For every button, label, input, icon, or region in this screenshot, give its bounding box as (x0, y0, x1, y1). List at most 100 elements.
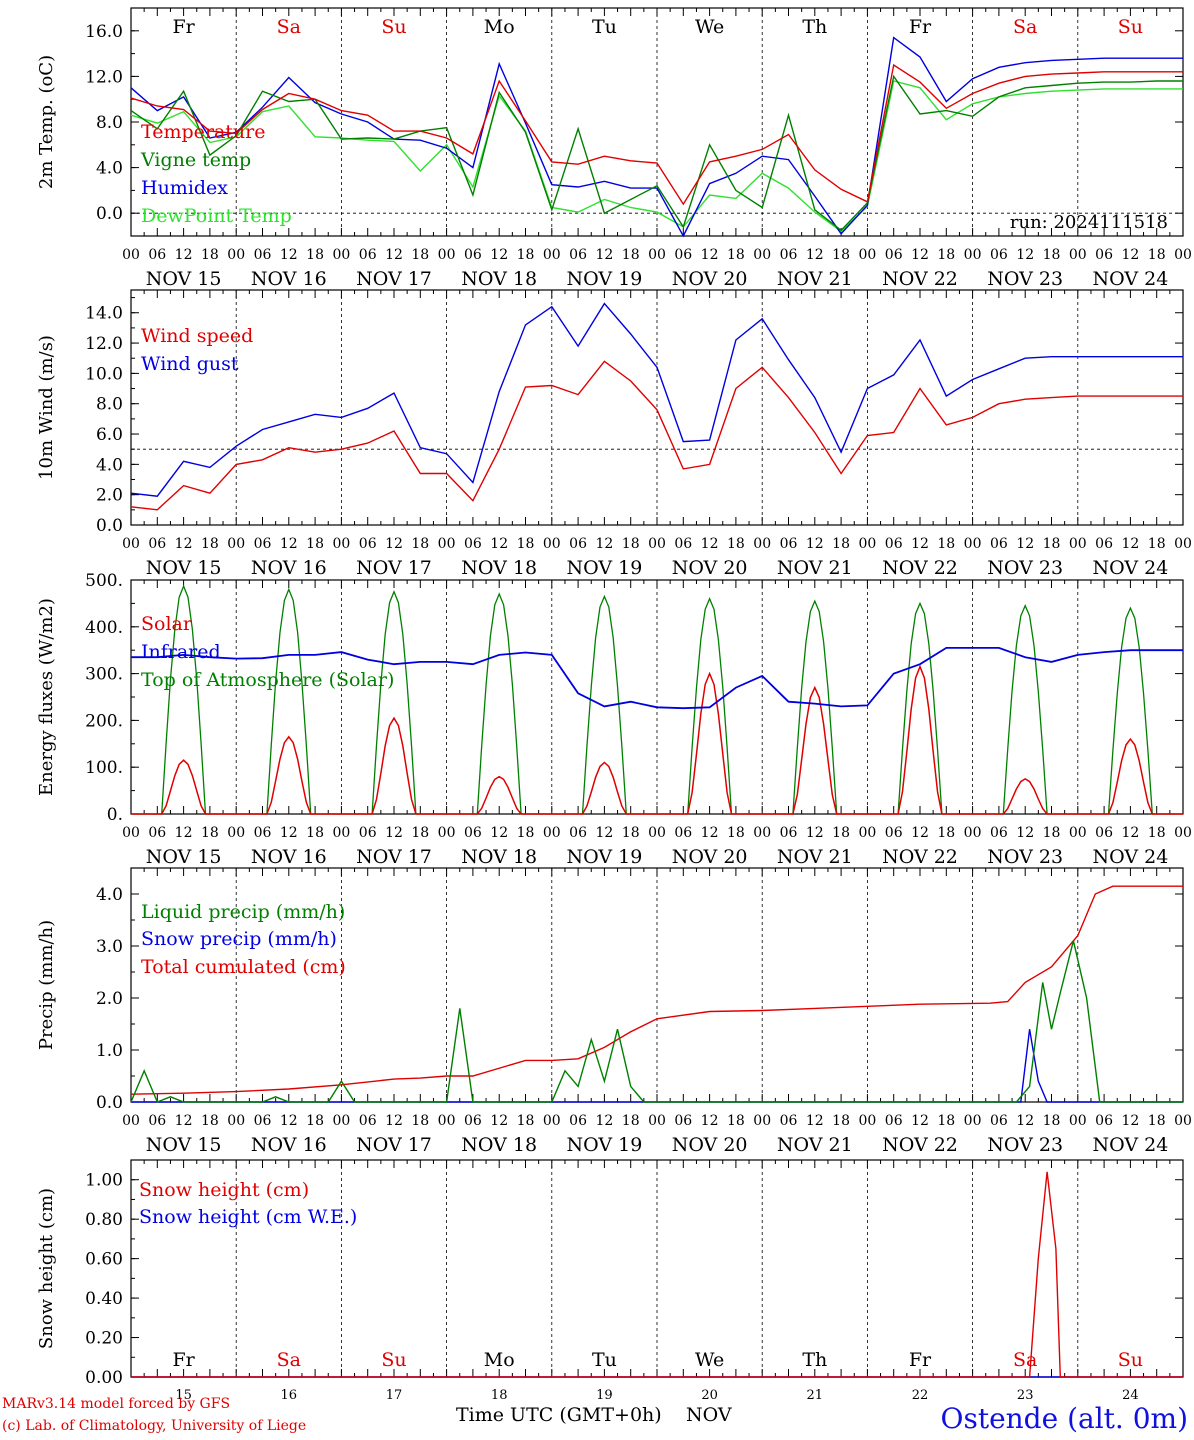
date-label: NOV 21 (777, 846, 853, 868)
date-label: NOV 16 (251, 1134, 327, 1156)
hour-label: 12 (806, 825, 824, 841)
day-letter: Su (1118, 16, 1143, 38)
hour-label: 12 (595, 247, 613, 263)
y-tick-label: 300. (85, 665, 123, 685)
model-credit: MARv3.14 model forced by GFS (2, 1396, 231, 1412)
hour-label: 00 (332, 247, 350, 263)
hour-label: 12 (911, 1113, 929, 1129)
y-tick-label: 3.0 (96, 937, 123, 957)
series-dewpoint-temp-line (130, 80, 1183, 233)
day-number: 21 (807, 1388, 824, 1403)
y-tick-label: 500. (85, 571, 123, 591)
day-letter: Th (802, 1349, 827, 1371)
hour-label: 18 (1148, 247, 1166, 263)
day-letter: Tu (592, 16, 617, 38)
date-label: NOV 23 (987, 557, 1063, 579)
day-letter: Fr (172, 1349, 195, 1371)
hour-label: 00 (648, 536, 666, 552)
hour-label: 00 (543, 825, 561, 841)
hour-label: 18 (306, 536, 324, 552)
date-label: NOV 22 (882, 1134, 958, 1156)
hour-label: 18 (832, 1113, 850, 1129)
y-tick-label: 2.0 (96, 989, 123, 1009)
hour-label: 06 (359, 247, 377, 263)
hour-label: 12 (1016, 536, 1034, 552)
date-label: NOV 20 (672, 557, 748, 579)
y-tick-label: 0.0 (96, 516, 123, 536)
hour-label: 12 (806, 536, 824, 552)
day-letter: Sa (1013, 16, 1037, 38)
hour-label: 00 (1069, 825, 1087, 841)
hour-label: 06 (885, 536, 903, 552)
hour-label: 18 (411, 536, 429, 552)
hour-label: 06 (359, 536, 377, 552)
hour-label: 06 (885, 247, 903, 263)
legend-entry: Snow precip (mm/h) (141, 928, 337, 950)
legend-entry: Temperature (141, 121, 265, 143)
hour-label: 00 (1069, 247, 1087, 263)
date-label: NOV 21 (777, 1134, 853, 1156)
date-label: NOV 16 (251, 268, 327, 290)
hour-label: 18 (1043, 1113, 1061, 1129)
series-liquid-precip-mm-h--line (130, 940, 1183, 1103)
y-tick-label: 1.0 (96, 1041, 123, 1061)
legend-entry: Wind speed (141, 325, 253, 347)
day-number: 15 (175, 1388, 192, 1403)
hour-label: 00 (122, 825, 140, 841)
hour-label: 18 (1148, 1113, 1166, 1129)
run-label: run: 2024111518 (1010, 212, 1168, 233)
y-axis-label: Snow height (cm) (36, 1188, 57, 1349)
series-wind-speed-line (130, 360, 1183, 511)
hour-label: 06 (569, 1113, 587, 1129)
hour-label: 00 (122, 536, 140, 552)
hour-label: 12 (1121, 536, 1139, 552)
y-tick-label: 0.80 (85, 1210, 123, 1230)
panel-1: 0.0 4.0 8.0 12.0 16.0 2m Temp. (oC) 00 06 12 18 00… (36, 7, 1192, 290)
date-label: NOV 22 (882, 268, 958, 290)
day-letter: Fr (909, 16, 932, 38)
hour-label: 00 (753, 825, 771, 841)
y-tick-label: 0.20 (85, 1329, 123, 1349)
date-label: NOV 23 (987, 846, 1063, 868)
y-tick-label: 6.0 (96, 425, 123, 445)
date-label: NOV 21 (777, 268, 853, 290)
date-label: NOV 19 (566, 846, 642, 868)
hour-label: 12 (1016, 1113, 1034, 1129)
day-number: 23 (1017, 1388, 1034, 1403)
hour-label: 06 (1095, 825, 1113, 841)
legend-entry: Total cumulated (cm) (141, 956, 346, 978)
hour-label: 00 (332, 825, 350, 841)
hour-label: 12 (701, 247, 719, 263)
hour-label: 00 (122, 247, 140, 263)
date-label: NOV 18 (461, 846, 537, 868)
day-letter: Sa (1013, 1349, 1037, 1371)
y-tick-label: 0.40 (85, 1289, 123, 1309)
y-axis-label: Precip (mm/h) (36, 920, 57, 1050)
hour-label: 06 (148, 825, 166, 841)
hour-label: 06 (780, 1113, 798, 1129)
hour-label: 18 (411, 825, 429, 841)
hour-label: 00 (122, 1113, 140, 1129)
hour-label: 00 (227, 247, 245, 263)
hour-label: 18 (832, 247, 850, 263)
date-label: NOV 15 (146, 1134, 222, 1156)
hour-label: 18 (306, 247, 324, 263)
hour-label: 06 (464, 825, 482, 841)
legend-entry: Liquid precip (mm/h) (141, 901, 345, 923)
hour-label: 18 (622, 536, 640, 552)
legend-entry: Wind gust (141, 353, 239, 375)
day-number: 16 (281, 1388, 298, 1403)
hour-label: 06 (254, 825, 272, 841)
y-tick-label: 0.0 (96, 204, 123, 224)
hour-label: 00 (332, 536, 350, 552)
day-letter: Su (1118, 1349, 1143, 1371)
date-label: NOV 20 (672, 268, 748, 290)
day-letter: Fr (172, 16, 195, 38)
date-label: NOV 19 (566, 268, 642, 290)
hour-label: 06 (148, 1113, 166, 1129)
date-label: NOV 22 (882, 557, 958, 579)
hour-label: 00 (1174, 825, 1192, 841)
legend-entry: Solar (141, 613, 193, 635)
hour-label: 18 (306, 825, 324, 841)
